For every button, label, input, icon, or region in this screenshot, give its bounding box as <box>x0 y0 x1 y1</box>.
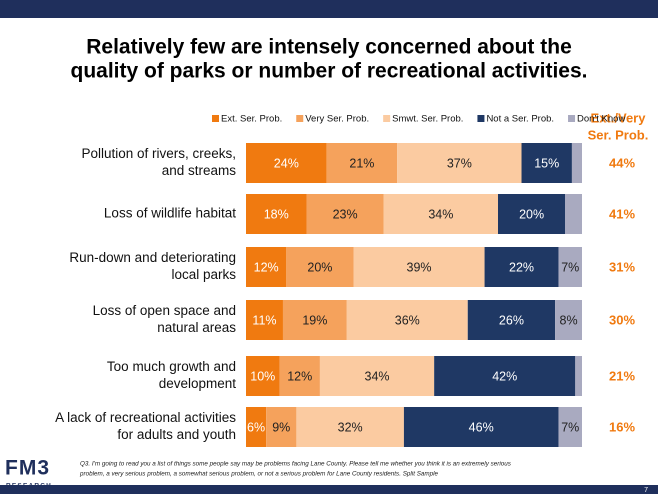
bar-segment <box>498 194 566 234</box>
bar-segment <box>246 194 307 234</box>
category-label: for adults and youth <box>117 427 236 442</box>
bar-segment <box>282 300 347 340</box>
data-label: 7% <box>561 260 579 274</box>
data-label: 24% <box>274 156 299 170</box>
bar-segment <box>246 247 287 287</box>
legend-label: Smwt. Ser. Prob. <box>392 114 463 125</box>
top-bar <box>0 0 658 18</box>
data-label: 36% <box>395 313 420 327</box>
data-label: 12% <box>254 260 279 274</box>
category-label: Pollution of rivers, creeks, <box>81 146 236 161</box>
logo-sub: RESEARCH <box>6 483 52 490</box>
summary-value: 21% <box>609 368 635 383</box>
data-label: 15% <box>534 156 559 170</box>
bar-segment <box>558 407 582 447</box>
summary-header: Ser. Prob. <box>588 127 649 142</box>
data-label: 19% <box>302 313 327 327</box>
summary-value: 16% <box>609 419 635 434</box>
data-label: 42% <box>492 369 517 383</box>
bar-segment <box>246 300 283 340</box>
footnote: problem, a very serious problem, a somew… <box>79 471 439 478</box>
category-label: and streams <box>162 163 237 178</box>
bar-segment <box>246 407 267 447</box>
data-label: 32% <box>338 420 363 434</box>
data-label: 18% <box>264 207 289 221</box>
data-label: 21% <box>349 156 374 170</box>
bar-segment <box>484 247 559 287</box>
data-label: 23% <box>333 207 358 221</box>
data-label: 20% <box>519 207 544 221</box>
data-label: 12% <box>287 369 312 383</box>
legend-swatch <box>477 115 485 122</box>
bar-segment <box>397 143 522 183</box>
category-label: Loss of wildlife habitat <box>104 206 236 221</box>
bottom-bar <box>0 485 658 494</box>
data-label: 8% <box>560 313 578 327</box>
data-label: 11% <box>252 313 276 327</box>
bar-segment <box>403 407 559 447</box>
bar-segment <box>555 300 582 340</box>
bar-segment <box>575 356 582 396</box>
bar-segment <box>467 300 556 340</box>
legend-swatch <box>212 115 219 122</box>
data-label: 26% <box>499 313 524 327</box>
category-label: A lack of recreational activities <box>55 410 236 425</box>
bar-segment <box>558 247 582 287</box>
category-label: local parks <box>171 267 236 282</box>
bar-segment <box>286 247 354 287</box>
bar-segment <box>521 143 572 183</box>
bar-segment <box>565 194 582 234</box>
data-label: 34% <box>428 207 453 221</box>
category-label: Loss of open space and <box>93 303 236 318</box>
data-label: 6% <box>247 420 265 434</box>
data-label: 46% <box>469 420 494 434</box>
bar-segment <box>434 356 576 396</box>
title-line: Relatively few are intensely concerned a… <box>86 36 572 59</box>
data-label: 39% <box>407 260 432 274</box>
bar-segment <box>571 143 582 183</box>
bar-segment <box>296 407 404 447</box>
legend-swatch <box>383 115 391 122</box>
legend-swatch <box>296 115 304 122</box>
category-label: Too much growth and <box>107 359 236 374</box>
bar-segment <box>246 356 280 396</box>
data-label: 10% <box>250 369 275 383</box>
summary-value: 31% <box>609 259 635 274</box>
bar-segment <box>279 356 320 396</box>
summary-value: 44% <box>609 155 635 170</box>
summary-value: 30% <box>609 312 635 327</box>
bar-segment <box>266 407 297 447</box>
data-label: 9% <box>272 420 290 434</box>
bar-segment <box>353 247 485 287</box>
data-label: 34% <box>365 369 390 383</box>
bar-segment <box>383 194 498 234</box>
page-number: 7 <box>644 487 648 494</box>
category-label: natural areas <box>157 320 236 335</box>
category-label: Run-down and deteriorating <box>69 250 236 265</box>
footnote: Q3. I'm going to read you a list of thin… <box>80 461 512 468</box>
category-label: development <box>159 376 237 391</box>
legend-swatch <box>568 115 576 122</box>
bar-segment <box>319 356 435 396</box>
legend-label: Not a Ser. Prob. <box>486 114 554 125</box>
title-line: quality of parks or number of recreation… <box>71 60 588 83</box>
summary-header: Ext./Very <box>591 110 647 125</box>
legend-label: Don't Know <box>577 114 625 125</box>
legend-label: Ext. Ser. Prob. <box>221 114 282 125</box>
summary-value: 41% <box>609 206 635 221</box>
bar-segment <box>326 143 398 183</box>
data-label: 37% <box>447 156 472 170</box>
bar-segment <box>246 143 327 183</box>
logo-main: FM3 <box>5 457 50 480</box>
bar-segment <box>306 194 384 234</box>
data-label: 7% <box>561 420 579 434</box>
data-label: 22% <box>509 260 534 274</box>
bar-segment <box>346 300 468 340</box>
data-label: 20% <box>307 260 332 274</box>
legend-label: Very Ser. Prob. <box>305 114 369 125</box>
